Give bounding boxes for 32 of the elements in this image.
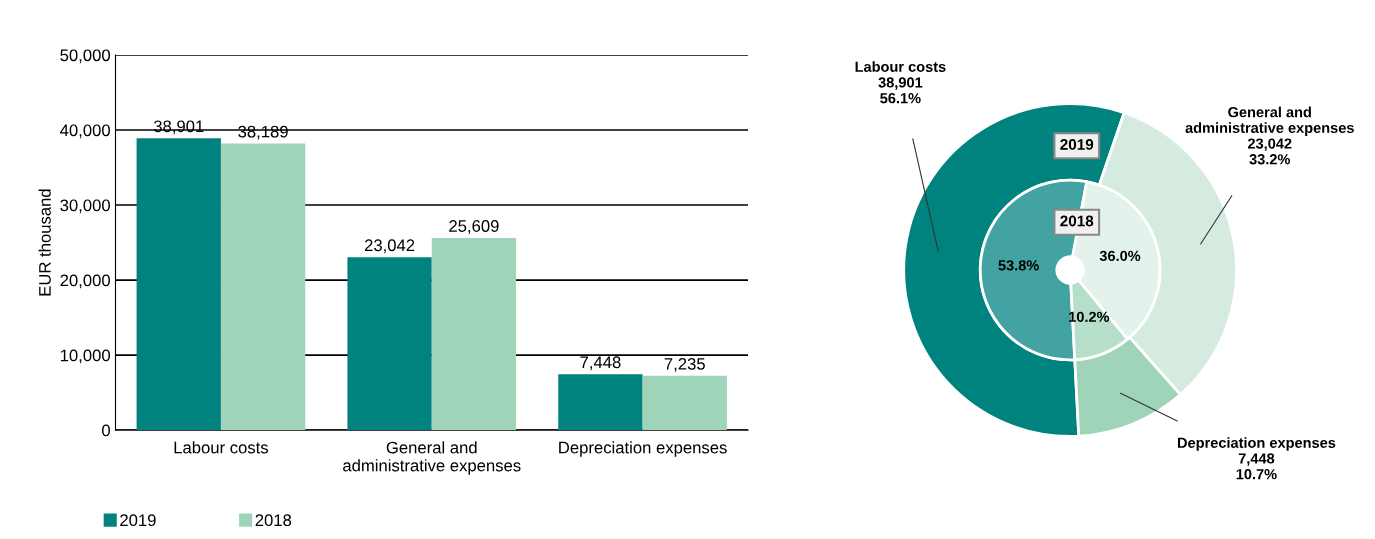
slice-label: 2018 — [1060, 215, 1094, 227]
y-tick-label: 20,000 — [60, 274, 110, 289]
bar — [136, 138, 221, 431]
data-label: 7,448 10.7% — [1236, 453, 1277, 480]
slice-label: Labour costs — [855, 61, 946, 72]
bar — [220, 143, 306, 431]
x-tick-label: General and administrative expenses — [343, 441, 521, 475]
data-label: 10.2% — [1069, 311, 1110, 322]
y-tick-label: 0 — [102, 424, 110, 437]
legend-label: 2019 — [120, 514, 156, 527]
data-label: 38,901 56.1% — [878, 77, 923, 104]
data-label: 7,235 — [664, 357, 705, 372]
bar — [347, 257, 432, 431]
y-tick-label: 40,000 — [60, 124, 110, 139]
data-label: 25,609 — [449, 220, 499, 234]
data-label: 7,448 — [580, 356, 621, 371]
x-tick-label: Depreciation expenses — [559, 441, 727, 457]
data-label: 36.0% — [1099, 250, 1141, 262]
bar — [558, 374, 643, 431]
bar — [642, 375, 727, 431]
y-tick-label: 30,000 — [60, 199, 110, 214]
y-tick-label: 50,000 — [60, 49, 110, 64]
data-label: 23,042 — [364, 239, 415, 254]
data-label: 23,042 33.2% — [1247, 138, 1292, 165]
slice-label: 2019 — [1060, 139, 1094, 150]
y-axis-title: EUR thousand — [38, 189, 51, 296]
legend-label: 2018 — [255, 514, 292, 527]
bar — [431, 237, 517, 431]
data-label: 53.8% — [998, 260, 1039, 271]
x-tick-label: Labour costs — [174, 441, 269, 454]
slice-label: General and administrative expenses — [1185, 106, 1354, 136]
y-tick-label: 10,000 — [60, 349, 110, 364]
